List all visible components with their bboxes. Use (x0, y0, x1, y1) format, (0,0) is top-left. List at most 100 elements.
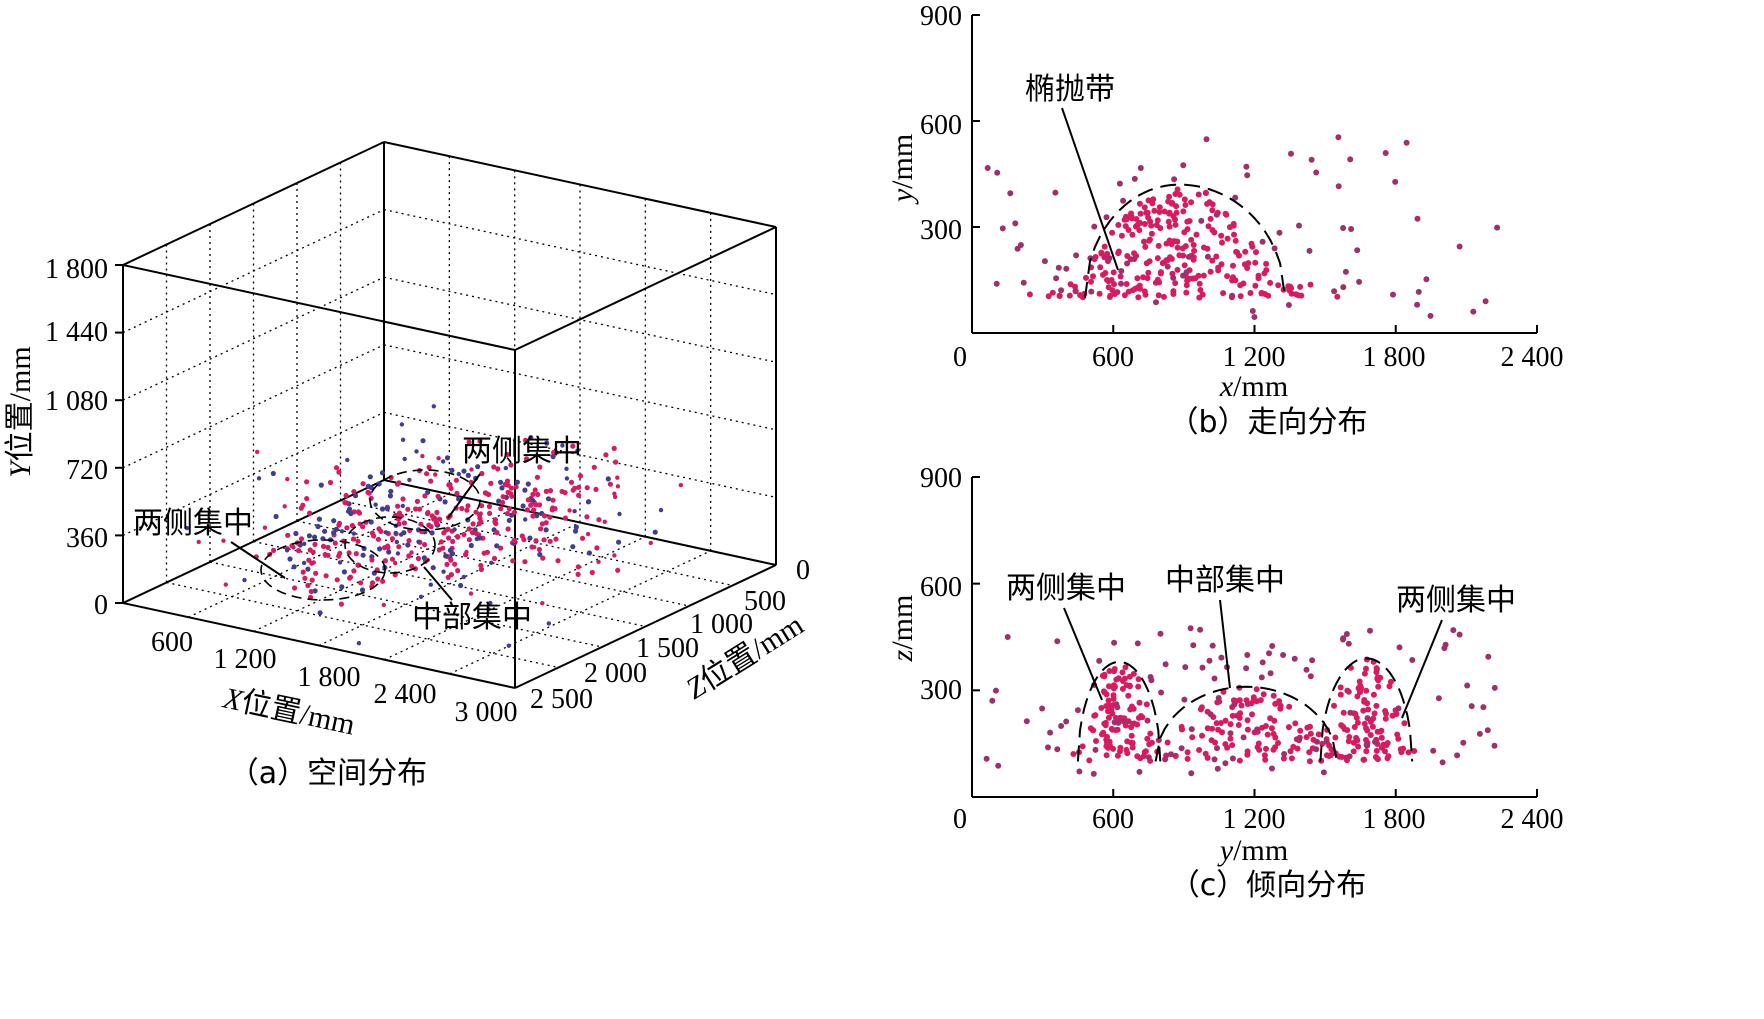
a-ztick: 2 500 (530, 684, 593, 715)
a-data-point (478, 562, 484, 569)
a-data-point (486, 503, 492, 510)
a-data-point (333, 465, 340, 471)
b-data-point (1104, 277, 1110, 283)
c-data-point (1227, 721, 1234, 728)
a-annotation-sides-right: 两侧集中 (462, 434, 582, 469)
a-data-point (549, 507, 555, 513)
a-data-point (528, 502, 534, 508)
a-data-point (455, 568, 461, 574)
c-data-point (995, 762, 1002, 769)
b-data-point (1088, 278, 1094, 285)
a-data-point (353, 551, 359, 557)
b-data-point (1196, 280, 1203, 287)
a-data-point (577, 473, 584, 479)
a-data-point (575, 571, 581, 578)
b-data-point (1116, 180, 1123, 187)
b-data-point (1308, 156, 1315, 163)
a-data-point (304, 496, 310, 502)
a-data-point (464, 549, 469, 555)
a-data-point (405, 542, 411, 548)
c-data-point (1464, 682, 1471, 689)
c-data-point (1280, 652, 1287, 658)
a-data-point (360, 524, 366, 530)
a-data-point (365, 489, 371, 495)
a-data-point (534, 474, 541, 480)
c-data-point (1320, 769, 1327, 776)
c-xtick: 1 200 (1223, 804, 1286, 835)
a-data-point (530, 513, 536, 519)
b-data-point (1166, 210, 1173, 217)
b-data-point (1456, 243, 1463, 250)
b-data-point (1146, 237, 1153, 244)
c-data-point (1256, 746, 1263, 753)
c-data-point (1268, 725, 1275, 732)
a-data-point (394, 539, 399, 545)
a-data-point (522, 487, 528, 493)
a-data-point (488, 480, 494, 486)
b-data-point (1056, 292, 1063, 299)
c-data-point (1120, 678, 1126, 684)
a-data-point (543, 488, 549, 494)
c-data-point (1199, 732, 1205, 739)
c-data-point (1047, 729, 1054, 736)
a-ztick: 1 500 (636, 633, 699, 664)
b-data-point (1180, 162, 1187, 169)
a-data-point (448, 485, 454, 491)
c-data-point (1345, 640, 1352, 647)
b-data-point (1271, 245, 1278, 252)
c-data-point (1269, 765, 1275, 772)
a-data-point (452, 527, 457, 532)
a-data-point (305, 582, 311, 589)
b-data-point (1482, 298, 1489, 305)
b-data-point (1020, 279, 1027, 286)
b-data-point (1174, 186, 1181, 193)
b-data-point (1136, 227, 1143, 234)
b-data-point (1171, 176, 1178, 183)
c-data-point (1264, 731, 1271, 738)
c-ytick: 300 (920, 675, 962, 706)
a-ytick: 1 080 (45, 386, 108, 417)
a-data-point (466, 526, 472, 532)
b-data-point (1275, 282, 1282, 289)
c-data-point (1128, 739, 1135, 746)
a-data-point (343, 492, 349, 499)
a-data-point (453, 477, 459, 483)
c-data-point (1100, 729, 1107, 736)
c-data-point (1307, 673, 1314, 680)
b-data-point (1137, 210, 1144, 217)
a-box-edge (383, 141, 777, 228)
a-y-axis-label-var: Y (4, 458, 37, 478)
b-data-point (1209, 227, 1216, 234)
a-data-point (345, 509, 351, 514)
a-data-point (461, 468, 467, 474)
b-data-point (1067, 281, 1074, 288)
b-data-point (1152, 279, 1159, 286)
b-data-point (1090, 273, 1096, 280)
b-data-point (1189, 275, 1196, 282)
c-data-point (1270, 730, 1277, 737)
a-cluster-outline (344, 516, 436, 574)
a-data-point (616, 539, 622, 545)
b-data-point (1145, 269, 1152, 276)
c-data-point (1111, 668, 1117, 675)
a-data-point (591, 464, 597, 470)
a-data-point (448, 557, 454, 563)
a-data-point (378, 528, 384, 535)
c-data-point (1337, 684, 1344, 691)
a-data-point (495, 466, 501, 472)
b-data-point (1414, 301, 1421, 308)
b-data-point (1128, 215, 1135, 222)
b-data-point (1124, 260, 1131, 267)
a-data-point (428, 524, 434, 530)
b-data-point (1088, 288, 1095, 295)
b-data-point (1252, 282, 1259, 289)
a-data-point (389, 556, 396, 562)
c-data-point (1122, 664, 1129, 671)
b-data-point (1240, 280, 1247, 287)
c-y-axis-label-var: z (886, 649, 919, 662)
c-data-point (1395, 705, 1402, 712)
a-data-point (420, 453, 425, 459)
b-data-point (1200, 272, 1207, 279)
a-data-point (432, 515, 437, 520)
c-annotation-sides-left: 两侧集中 (1006, 571, 1126, 606)
